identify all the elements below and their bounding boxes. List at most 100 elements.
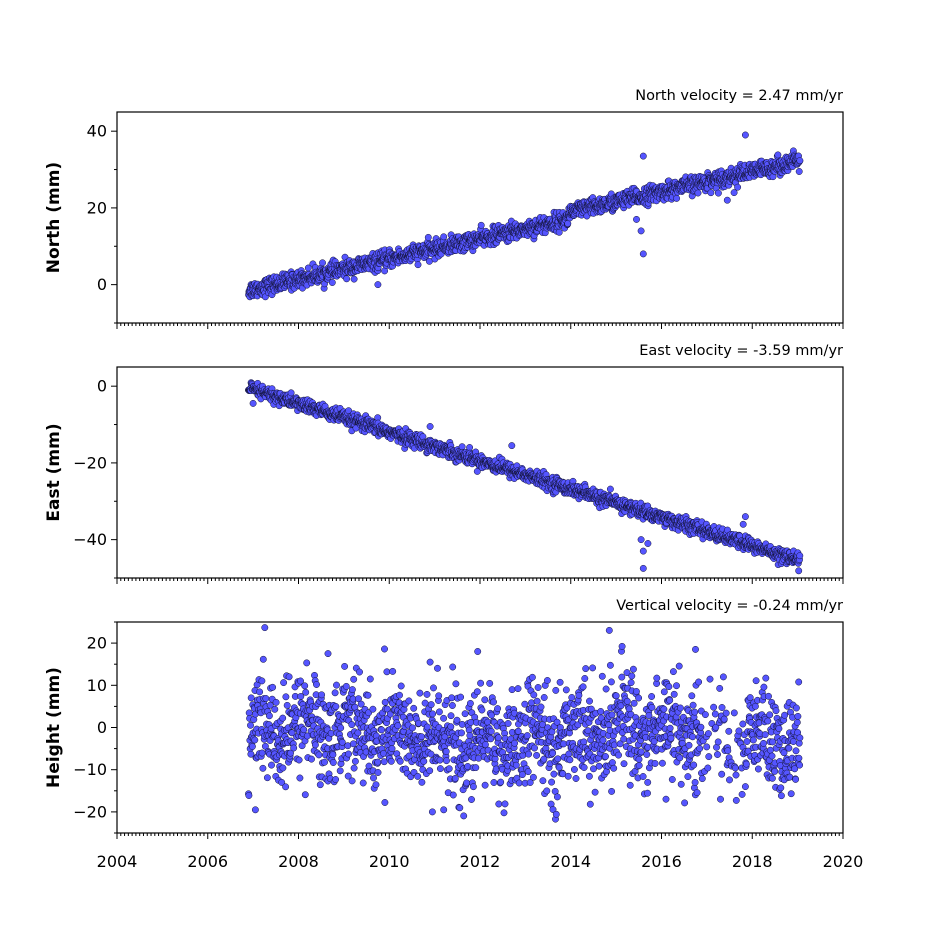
height-point (478, 706, 486, 714)
east-y-tick-label: −20 (73, 453, 107, 472)
height-point (552, 810, 560, 818)
height-point (372, 781, 380, 789)
height-point (329, 759, 337, 766)
height-point (477, 679, 485, 687)
height-point (301, 682, 309, 690)
north-outlier-point (637, 227, 645, 235)
height-point (435, 692, 443, 700)
height-point (336, 767, 344, 775)
height-point (350, 764, 358, 772)
height-point (490, 698, 497, 706)
height-point (580, 764, 588, 771)
height-point (388, 745, 396, 753)
height-point (539, 777, 547, 785)
height-point (570, 766, 578, 773)
height-point (608, 711, 616, 719)
east-point (287, 389, 295, 397)
height-point (430, 684, 437, 692)
height-point (575, 691, 583, 699)
north-point (694, 189, 702, 197)
east-outlier-point (741, 513, 749, 521)
height-point (487, 735, 495, 743)
height-point (468, 796, 475, 803)
height-point (494, 705, 502, 713)
height-point (301, 791, 309, 799)
east-outlier-point (739, 520, 747, 528)
height-point (333, 681, 340, 689)
height-point (586, 697, 593, 705)
height-point (435, 708, 443, 716)
height-point (449, 791, 457, 799)
height-point (562, 686, 570, 694)
height-point (396, 691, 403, 699)
height-point (618, 673, 626, 681)
height-point (586, 800, 594, 808)
height-point (332, 703, 340, 710)
height-point (381, 645, 388, 653)
height-point (342, 682, 350, 690)
height-point (504, 720, 512, 727)
height-point (566, 756, 574, 764)
height-point (378, 726, 386, 734)
north-point (774, 151, 782, 159)
height-point (582, 665, 590, 673)
height-point (581, 675, 589, 682)
height-point (282, 783, 290, 791)
height-point (383, 668, 391, 676)
height-point (366, 675, 374, 683)
north-point (440, 233, 448, 241)
height-point (448, 702, 456, 709)
height-point (262, 695, 270, 702)
height-point (396, 757, 404, 765)
north-outlier-point (639, 250, 647, 258)
height-point (282, 693, 290, 701)
height-point (456, 804, 464, 812)
height-point (337, 724, 345, 732)
east-outlier-point (508, 442, 516, 450)
height-point (308, 755, 315, 763)
height-point (556, 678, 564, 686)
north-point (414, 261, 422, 269)
height-point (248, 743, 256, 750)
height-point (597, 708, 605, 715)
height-point (436, 765, 444, 773)
east-y-tick-label: −40 (73, 530, 107, 549)
height-point (272, 698, 280, 706)
height-point (313, 681, 320, 688)
north-outlier-point (374, 281, 382, 289)
east-y-axis-label: East (mm) (44, 423, 64, 521)
height-point (374, 769, 382, 776)
height-point (409, 724, 416, 732)
height-point (512, 761, 520, 769)
east-point (796, 552, 804, 560)
height-point (279, 714, 287, 722)
east-point (795, 567, 803, 575)
height-point (302, 688, 310, 696)
height-point (550, 770, 558, 778)
height-point (245, 792, 253, 799)
east-outlier-point (644, 540, 652, 547)
height-point (598, 672, 606, 680)
east-outlier-point (249, 399, 257, 407)
height-point (537, 703, 545, 711)
east-point (466, 444, 474, 451)
height-point (426, 767, 434, 775)
north-point (707, 189, 715, 197)
north-y-axis-label: North (mm) (44, 162, 64, 273)
height-point (423, 723, 431, 731)
height-point (405, 697, 413, 705)
height-point (429, 710, 437, 718)
height-point (548, 778, 556, 786)
height-point (458, 729, 465, 737)
height-point (580, 738, 588, 746)
height-point (452, 680, 460, 688)
height-point (543, 677, 551, 684)
height-point (416, 689, 424, 697)
height-point (420, 757, 428, 765)
height-point (261, 624, 269, 632)
height-point (268, 761, 275, 769)
east-point (458, 443, 466, 451)
height-point (523, 732, 531, 740)
height-point (508, 686, 516, 694)
